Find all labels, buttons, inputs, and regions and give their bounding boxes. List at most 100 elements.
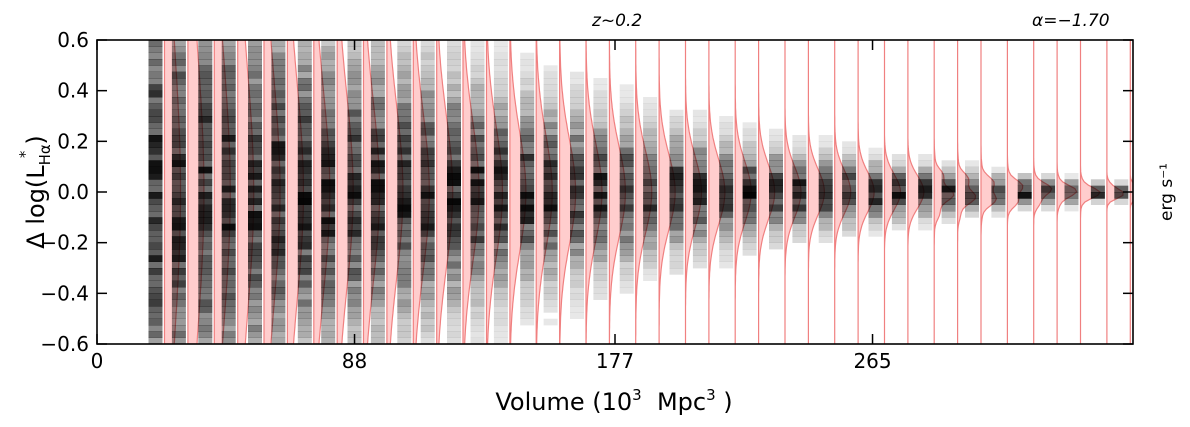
density-cell [543, 160, 558, 167]
density-cell [370, 287, 385, 294]
density-cell [470, 147, 485, 155]
density-cell [397, 280, 412, 288]
density-cell [171, 141, 186, 148]
density-cell [397, 217, 412, 224]
density-cell [570, 135, 584, 142]
density-cell [370, 185, 385, 193]
density-cell [321, 325, 336, 332]
density-cell [493, 122, 508, 129]
density-cell [520, 84, 535, 91]
density-cell [447, 166, 461, 174]
density-cell [842, 223, 857, 231]
density-cell [171, 255, 186, 262]
density-cell [593, 261, 608, 269]
density-cell [321, 255, 336, 262]
density-cell [420, 109, 435, 117]
density-cell [543, 109, 558, 117]
density-cell [570, 116, 584, 123]
density-cell [370, 147, 385, 155]
density-cell [347, 135, 362, 142]
density-cell [271, 147, 286, 155]
density-cell [397, 325, 412, 332]
density-cell [370, 293, 385, 300]
density-cell [769, 147, 783, 155]
density-cell [619, 154, 634, 161]
density-cell [570, 160, 584, 167]
density-cell [447, 325, 461, 332]
density-cell [248, 274, 262, 281]
density-cell [543, 90, 558, 98]
density-cell [297, 293, 312, 300]
density-cell [769, 236, 783, 243]
density-cell [543, 135, 558, 142]
density-cell [198, 223, 213, 231]
density-cell [397, 52, 412, 60]
density-cell [692, 255, 707, 262]
density-cell [297, 109, 312, 117]
density-cell [221, 268, 236, 275]
density-cell [643, 261, 658, 269]
density-cell [742, 223, 757, 231]
density-cell [420, 223, 435, 231]
density-cell [271, 103, 286, 110]
density-cell [493, 331, 508, 338]
density-cell [643, 204, 658, 212]
density-cell [570, 173, 584, 180]
density-cell [669, 179, 684, 186]
density-cell [643, 128, 658, 136]
density-cell [669, 154, 684, 161]
density-cell [769, 173, 783, 180]
density-cell [447, 116, 461, 123]
density-cell [742, 211, 757, 218]
density-cell [221, 223, 236, 231]
density-cell [643, 160, 658, 167]
data-layer [148, 40, 1133, 344]
density-cell [248, 46, 262, 53]
density-cell [347, 179, 362, 186]
density-cell [493, 135, 508, 142]
density-cell [198, 204, 213, 212]
density-cell [321, 154, 336, 161]
density-cell [792, 166, 807, 174]
density-cell [520, 268, 535, 275]
density-cell [148, 154, 163, 161]
density-cell [619, 242, 634, 250]
density-cell [719, 173, 734, 180]
density-cell [1090, 185, 1105, 193]
density-cell [669, 135, 684, 142]
density-cell [397, 90, 412, 98]
density-cell [818, 192, 833, 199]
density-cell [347, 242, 362, 250]
density-cell [297, 312, 312, 319]
density-cell [543, 192, 558, 199]
density-cell [493, 71, 508, 79]
density-cell [769, 198, 783, 205]
density-cell [941, 166, 956, 174]
density-cell [420, 211, 435, 218]
density-cell [868, 230, 883, 237]
density-cell [221, 141, 236, 148]
density-cell [543, 166, 558, 174]
density-cell [965, 192, 979, 199]
density-cell [397, 78, 412, 85]
density-cell [221, 192, 236, 199]
density-cell [868, 160, 883, 167]
density-cell [470, 268, 485, 275]
density-cell [619, 122, 634, 129]
density-cell [397, 230, 412, 237]
density-cell [171, 46, 186, 53]
density-cell [221, 46, 236, 53]
density-cell [619, 135, 634, 142]
density-cell [1041, 173, 1056, 180]
density-cell [420, 249, 435, 256]
density-cell [397, 318, 412, 326]
density-cell [570, 249, 584, 256]
density-cell [719, 236, 734, 243]
density-cell [742, 242, 757, 250]
density-cell [321, 280, 336, 288]
density-cell [447, 337, 461, 344]
density-cell [221, 211, 236, 218]
density-cell [148, 255, 163, 262]
density-cell [692, 173, 707, 180]
density-cell [148, 261, 163, 269]
